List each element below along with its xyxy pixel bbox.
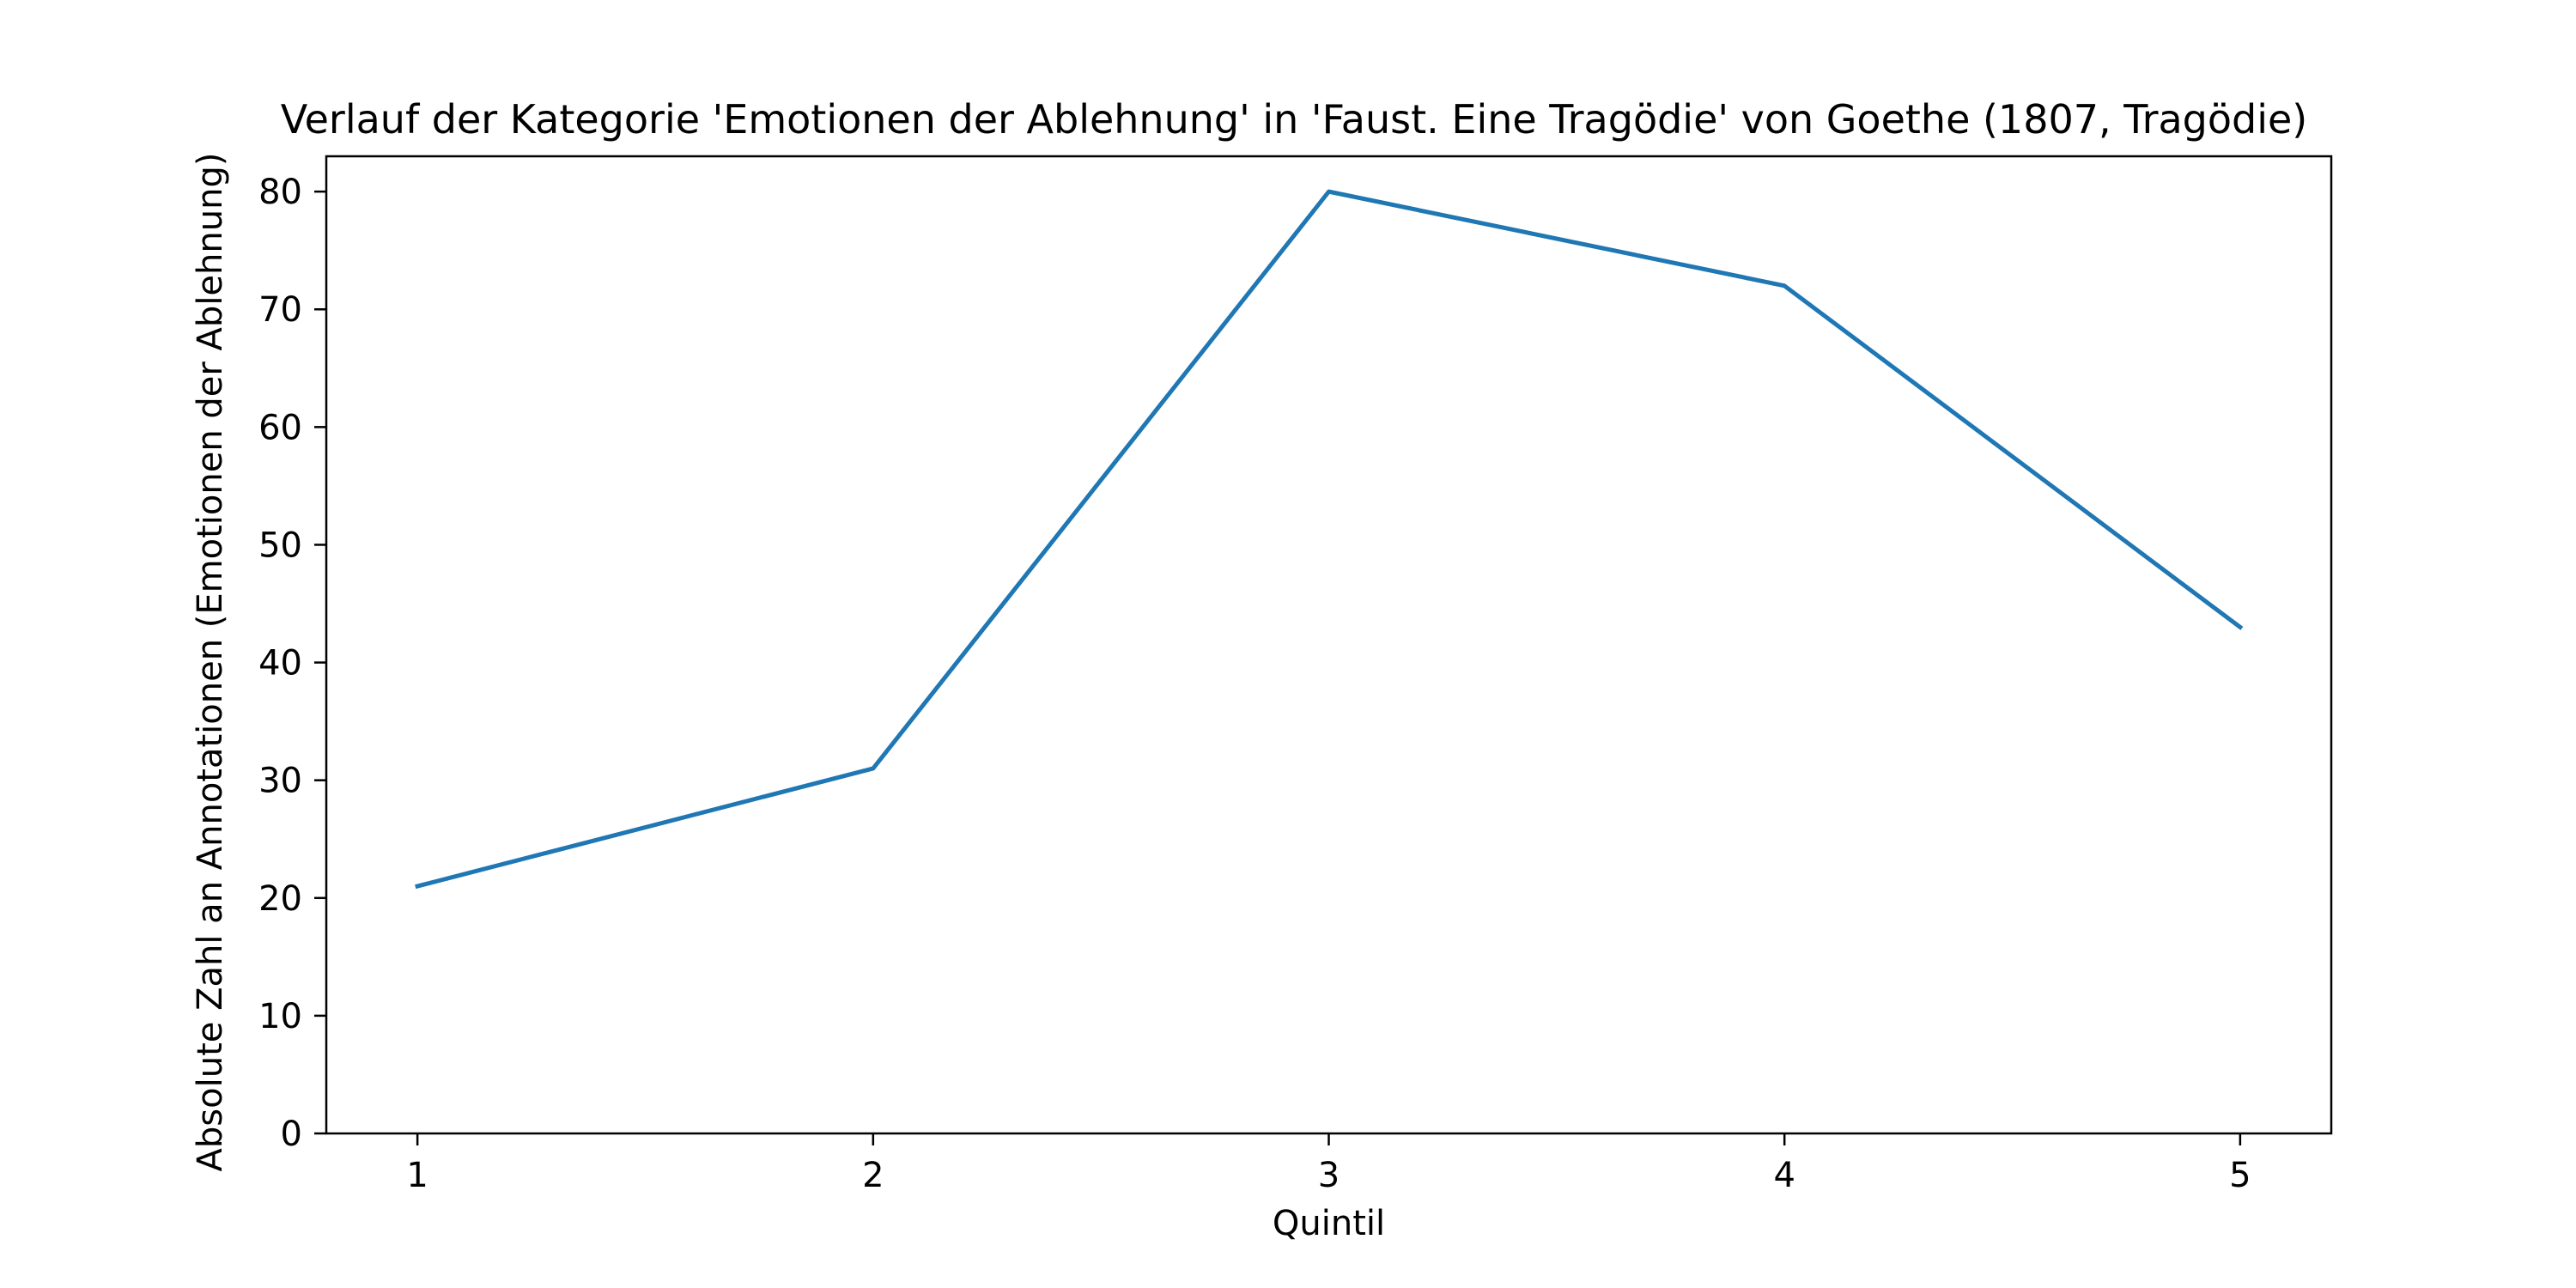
y-axis-label: Absolute Zahl an Annotationen (Emotionen… [191,153,230,1172]
chart-title: Verlauf der Kategorie 'Emotionen der Abl… [281,96,2308,143]
x-tick-label: 2 [862,1156,884,1195]
y-tick-label: 20 [258,879,302,919]
y-tick-label: 50 [258,526,302,565]
y-tick-label: 0 [281,1115,302,1154]
x-axis-label: Quintil [1273,1204,1385,1243]
x-tick-label: 4 [1773,1156,1795,1195]
plot-frame [325,155,2333,1135]
y-tick-label: 40 [258,644,302,683]
x-tick-label: 3 [1318,1156,1340,1195]
y-tick-label: 10 [258,997,302,1036]
y-tick-label: 80 [258,173,302,212]
y-tick-label: 30 [258,762,302,801]
plot-area [415,189,2244,890]
y-tick-label: 70 [258,290,302,330]
x-tick-label: 5 [2229,1156,2251,1195]
y-tick-label: 60 [258,408,302,447]
x-tick-label: 1 [406,1156,428,1195]
